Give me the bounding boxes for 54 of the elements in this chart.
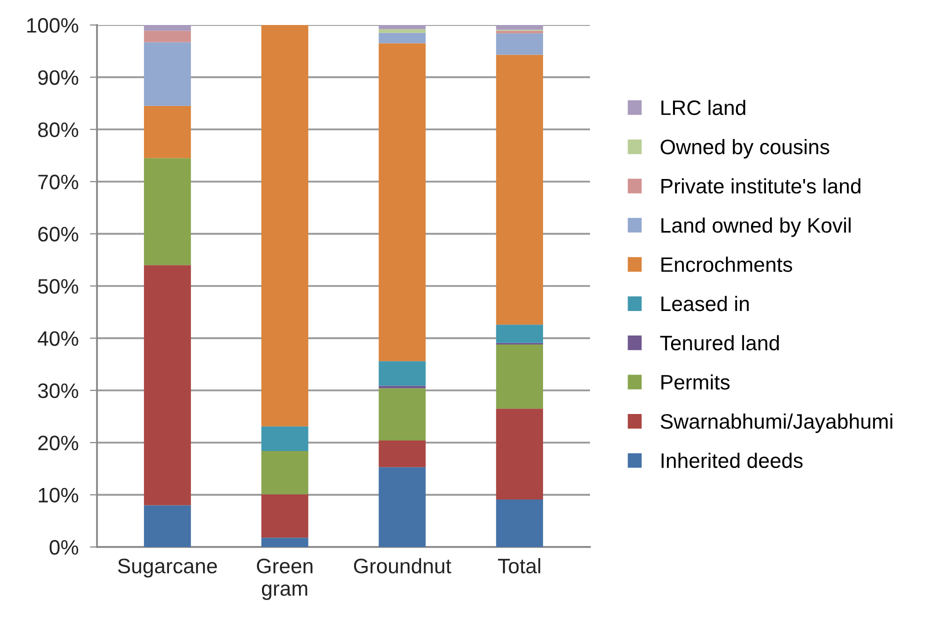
y-tick-label: 30%	[38, 383, 78, 398]
legend-label: Owned by cousins	[660, 139, 830, 158]
bar	[378, 43, 426, 362]
legend-label: Inherited deeds	[662, 452, 803, 468]
legend-label: Tenured land	[660, 335, 779, 350]
y-tick-label: 80%	[38, 122, 78, 138]
bar	[496, 54, 544, 325]
bar	[144, 106, 191, 158]
bar	[261, 25, 308, 426]
bar	[378, 32, 426, 44]
legend-label: LRC land	[661, 100, 746, 116]
y-tick-label: 0%	[50, 540, 78, 555]
bar	[378, 467, 426, 547]
bar	[144, 30, 191, 42]
bar	[496, 25, 544, 30]
bar	[144, 265, 191, 506]
bar	[378, 29, 426, 33]
bar	[378, 361, 426, 386]
bar	[261, 538, 308, 547]
y-tick-label: 40%	[38, 331, 78, 346]
y-tick-label: 50%	[38, 279, 78, 294]
x-tick-label: Groundnut	[354, 558, 452, 574]
bar	[496, 344, 544, 409]
bar	[144, 25, 191, 31]
x-tick-label: Total	[498, 558, 540, 574]
y-tick-label: 70%	[38, 174, 78, 190]
legend-label: Private institute's land	[661, 178, 860, 194]
legend-label: Leased in	[661, 296, 749, 312]
bar	[496, 408, 544, 500]
bar	[144, 158, 191, 266]
bar	[496, 33, 544, 55]
bar	[261, 426, 308, 451]
bar	[261, 494, 308, 538]
bar	[378, 25, 426, 30]
legend-label: Encrochments	[661, 256, 792, 272]
bar	[496, 324, 544, 343]
bar	[496, 30, 544, 34]
legend-label: Permits	[661, 374, 730, 390]
bar	[261, 450, 308, 494]
bar	[144, 505, 191, 547]
bar	[496, 500, 544, 547]
y-tick-label: 100%	[27, 18, 78, 33]
bar	[144, 42, 191, 106]
bar	[378, 440, 426, 468]
x-tick-label: Sugarcane	[118, 558, 217, 578]
y-tick-label: 10%	[38, 488, 78, 503]
bar	[378, 386, 426, 388]
y-tick-label: 20%	[38, 436, 78, 450]
bar	[378, 388, 426, 441]
legend-label: Swarnabhumi/Jayabhumi	[660, 414, 892, 433]
y-tick-label: 60%	[38, 226, 78, 242]
y-tick-label: 90%	[38, 70, 78, 85]
legend-label: Land owned by Kovil	[661, 217, 851, 237]
x-tick-label: Green gram	[256, 558, 312, 600]
